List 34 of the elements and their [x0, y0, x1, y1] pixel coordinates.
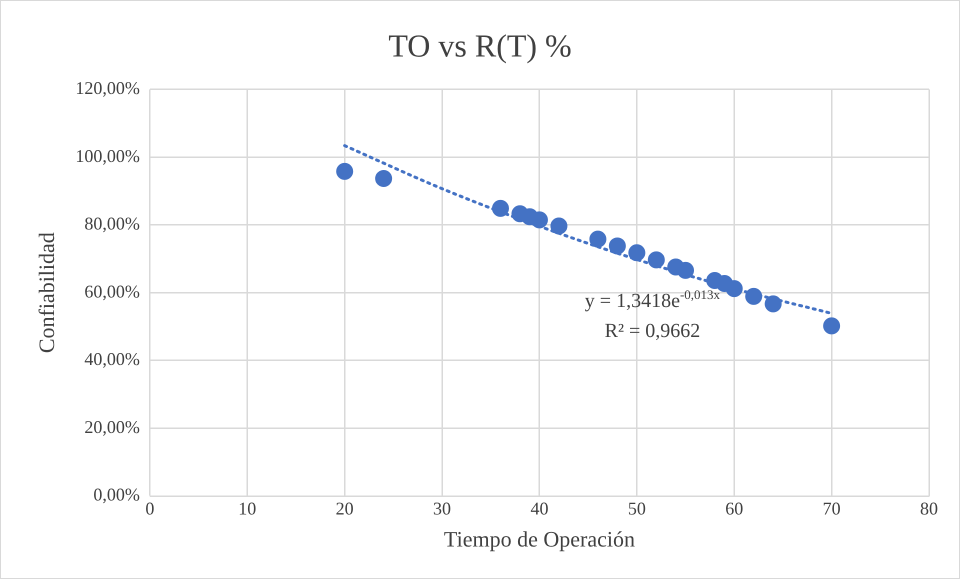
chart-title: TO vs R(T) %	[388, 28, 572, 64]
point	[726, 280, 743, 298]
x-tick-label: 10	[238, 498, 256, 519]
y-tick-label: 60,00%	[84, 281, 140, 302]
x-tick-label: 50	[628, 498, 646, 519]
y-axis-title: Confiabilidad	[34, 232, 59, 354]
x-tick-label: 0	[145, 498, 154, 519]
point	[550, 217, 568, 234]
point	[628, 244, 646, 262]
y-tick-label: 20,00%	[84, 416, 140, 437]
x-tick-label: 60	[725, 498, 744, 519]
point	[745, 288, 762, 305]
point	[764, 295, 782, 312]
y-tick-label: 120,00%	[75, 78, 140, 98]
x-tick-label: 40	[530, 498, 548, 519]
y-tick-label: 100,00%	[75, 146, 140, 166]
line-series	[343, 144, 834, 315]
x-tick-label: 30	[433, 498, 452, 519]
point	[648, 251, 665, 268]
annotation: R² = 0,9662	[604, 320, 700, 342]
point	[823, 317, 840, 334]
y-tick-label: 40,00%	[84, 349, 140, 370]
y-tick-label: 0,00%	[93, 484, 140, 505]
x-tick-label: 20	[336, 498, 354, 519]
point	[589, 230, 606, 248]
y-tick-label: 80,00%	[84, 214, 140, 234]
x-axis-title: Tiempo de Operación	[444, 526, 635, 552]
point	[375, 170, 392, 188]
point	[492, 200, 509, 217]
point	[336, 162, 354, 180]
x-tick-label: 80	[920, 498, 938, 519]
point	[677, 262, 694, 279]
point	[608, 237, 626, 254]
x-tick-label: 70	[822, 498, 841, 519]
